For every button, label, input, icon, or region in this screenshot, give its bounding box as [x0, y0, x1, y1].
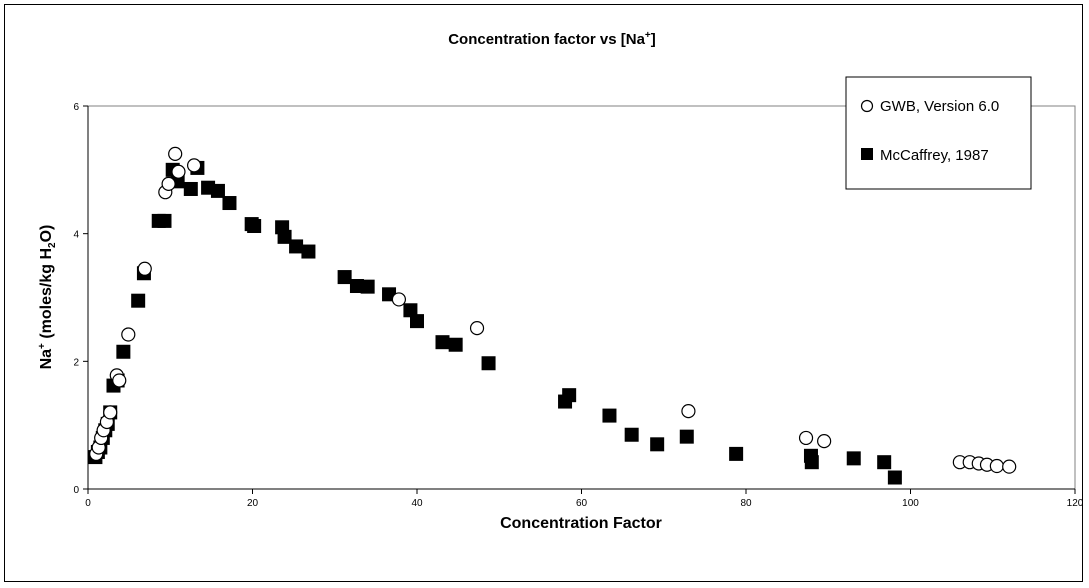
mccaffrey-point: [481, 356, 496, 371]
mccaffrey-point: [116, 344, 131, 359]
legend-label-gwb: GWB, Version 6.0: [880, 98, 999, 115]
gwb-point: [103, 405, 118, 420]
marks-layer: [88, 146, 1017, 485]
mccaffrey-point: [222, 196, 237, 211]
mccaffrey-point: [877, 455, 892, 470]
mccaffrey-point: [435, 335, 450, 350]
gwb-point: [161, 176, 176, 191]
x-axis-title: Concentration Factor: [500, 515, 662, 532]
x-tick-label: 60: [576, 498, 588, 509]
mccaffrey-point: [729, 446, 744, 461]
mccaffrey-point: [410, 314, 424, 329]
legend-square-marker: [861, 148, 873, 160]
legend-label-mccaffrey: McCaffrey, 1987: [880, 147, 989, 164]
gwb-point: [168, 146, 183, 161]
mccaffrey-point: [846, 451, 861, 466]
gwb-point: [989, 458, 1004, 474]
mccaffrey-point: [301, 244, 316, 259]
mccaffrey-point: [602, 408, 617, 423]
y-tick-label: 4: [73, 230, 79, 241]
y-tick-label: 6: [73, 102, 79, 113]
x-tick-label: 0: [85, 498, 91, 509]
gwb-point: [391, 292, 407, 307]
chart-title: Concentration factor vs [Na+]: [448, 30, 656, 48]
legend-box: [845, 76, 1032, 190]
mccaffrey-point: [804, 455, 819, 470]
mccaffrey-point: [679, 429, 694, 444]
x-tick-label: 40: [411, 498, 423, 509]
mccaffrey-point: [157, 213, 172, 228]
legend: GWB, Version 6.0 McCaffrey, 1987: [845, 76, 1032, 190]
mccaffrey-point: [403, 303, 418, 318]
gwb-point: [681, 404, 696, 419]
gwb-point: [1002, 459, 1017, 474]
gwb-point: [187, 158, 202, 173]
mccaffrey-point: [289, 239, 304, 254]
mccaffrey-point: [210, 183, 225, 198]
x-tick-label: 120: [1067, 498, 1084, 509]
mccaffrey-point: [131, 293, 146, 308]
mccaffrey-point: [887, 470, 902, 485]
y-tick-label: 0: [73, 485, 79, 496]
mccaffrey-point: [562, 388, 577, 403]
gwb-point: [112, 373, 127, 388]
mccaffrey-point: [349, 279, 364, 294]
mccaffrey-point: [337, 270, 352, 285]
gwb-point: [817, 434, 832, 449]
ticks-layer: 0 20 40 60 80 100 120 0 2 4 6: [73, 102, 1083, 509]
gwb-point: [469, 321, 485, 336]
legend-circle-marker: [860, 99, 874, 113]
x-tick-label: 20: [247, 498, 259, 509]
mccaffrey-point: [448, 337, 463, 352]
gwb-point: [137, 261, 152, 276]
x-tick-label: 100: [902, 498, 919, 509]
gwb-point: [798, 430, 814, 446]
mccaffrey-point: [183, 181, 198, 196]
mccaffrey-point: [277, 229, 292, 244]
y-axis-title: Na+ (moles/kg H2O): [37, 225, 58, 370]
mccaffrey-point: [650, 437, 665, 452]
mccaffrey-point: [360, 279, 375, 294]
gwb-point: [121, 327, 136, 342]
mccaffrey-point: [247, 219, 262, 234]
mccaffrey-point: [624, 427, 639, 442]
x-tick-label: 80: [740, 498, 752, 509]
gwb-point: [171, 164, 186, 179]
y-tick-label: 2: [73, 357, 79, 368]
